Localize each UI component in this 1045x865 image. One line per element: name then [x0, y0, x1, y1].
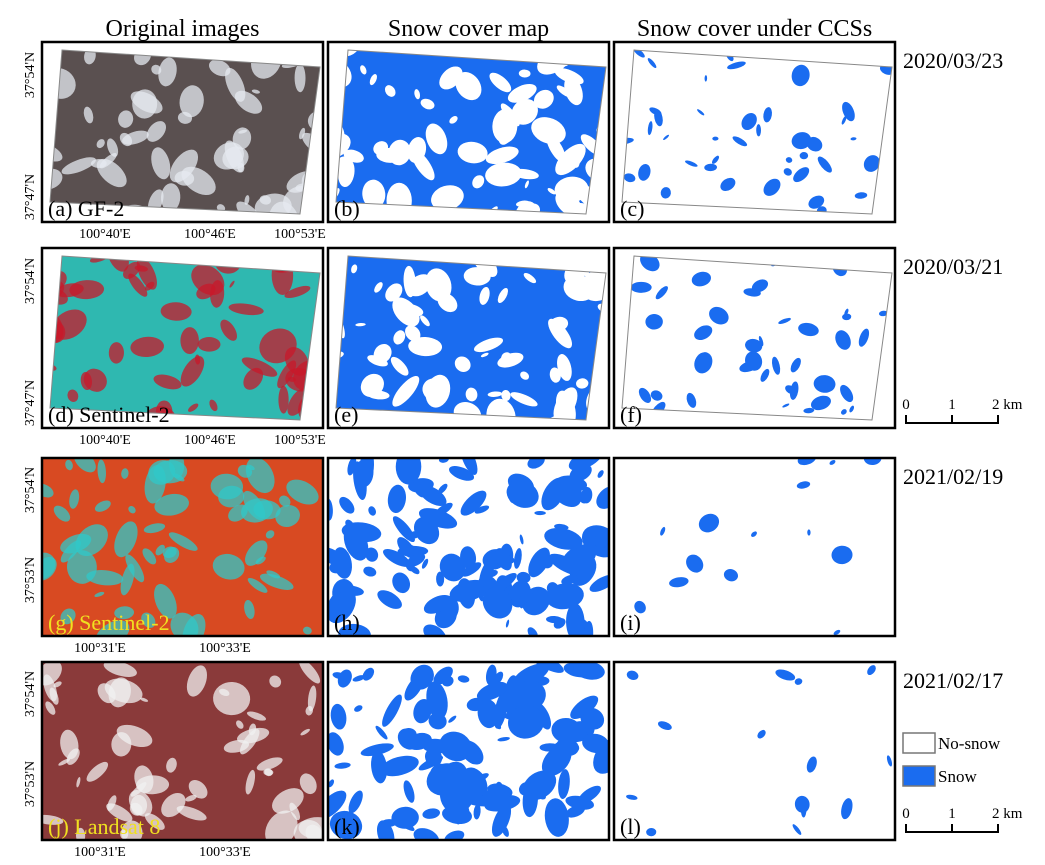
lon-label: 100°31'E: [74, 845, 126, 860]
texture: [838, 44, 851, 59]
texture: [568, 239, 607, 266]
texture: [538, 248, 550, 259]
scale-bar: [906, 824, 998, 832]
lon-label: 100°31'E: [74, 641, 126, 656]
legend-label: Snow: [938, 767, 977, 786]
scale-label: 0: [902, 397, 910, 413]
lon-label: 100°33'E: [199, 641, 251, 656]
scale-label: 2 km: [992, 806, 1023, 822]
scale-label: 0: [902, 806, 910, 822]
texture: [47, 63, 58, 70]
panel-base: [614, 662, 895, 840]
lon-label: 100°40'E: [79, 227, 131, 242]
scale-label: 1: [948, 397, 956, 413]
panel-label: (k): [334, 814, 360, 839]
panel-image: [317, 442, 625, 649]
lon-label: 100°33'E: [199, 845, 251, 860]
texture: [208, 248, 230, 260]
texture: [590, 209, 599, 218]
lat-label: 37°54'N: [23, 258, 38, 304]
scale-label: 1: [948, 806, 956, 822]
panel-base: [614, 458, 895, 636]
lat-label: 37°47'N: [23, 174, 38, 220]
texture: [631, 282, 652, 293]
figure: (a) GF-2(b)(c)2020/03/2337°54'N37°47'N10…: [0, 0, 1045, 865]
texture: [741, 416, 752, 424]
panel-image: [614, 662, 895, 840]
panel-label: (b): [334, 196, 360, 221]
panel-image: [611, 248, 897, 436]
panel-label: (e): [334, 402, 358, 427]
date: 2020/03/21: [903, 254, 1003, 279]
scale-label: 2 km: [992, 397, 1023, 413]
lon-label: 100°53'E: [274, 227, 326, 242]
panel-base: [614, 42, 895, 222]
panel-label: (j) Landsat 8: [48, 814, 160, 839]
texture: [35, 275, 61, 303]
panel-base: [614, 248, 895, 428]
texture: [800, 152, 809, 159]
texture: [530, 255, 558, 269]
panel-label: (a) GF-2: [48, 196, 124, 221]
legend-label: No-snow: [938, 734, 1001, 753]
panel-label: (c): [620, 196, 644, 221]
lon-label: 100°40'E: [79, 433, 131, 448]
panel-label: (g) Sentinel-2: [48, 610, 170, 635]
lat-label: 37°53'N: [23, 761, 38, 807]
date: 2020/03/23: [903, 48, 1003, 73]
lat-label: 37°54'N: [23, 467, 38, 513]
panel-label: (f): [620, 402, 642, 427]
texture: [540, 743, 560, 752]
lon-label: 100°53'E: [274, 433, 326, 448]
scale-bar: [906, 415, 998, 423]
texture: [874, 47, 882, 58]
date: 2021/02/19: [903, 464, 1003, 489]
texture: [386, 183, 412, 219]
column-header: Snow cover under CCSs: [637, 16, 872, 42]
column-header: Original images: [106, 16, 260, 42]
panel-label: (d) Sentinel-2: [48, 402, 170, 427]
panel-image: [614, 450, 895, 636]
texture: [47, 257, 53, 269]
lat-label: 37°54'N: [23, 52, 38, 98]
lon-label: 100°46'E: [184, 433, 236, 448]
lat-label: 37°54'N: [23, 671, 38, 717]
panel-label: (i): [620, 610, 641, 635]
panel-image: [313, 648, 631, 851]
legend-swatch: [903, 733, 935, 753]
column-header: Snow cover map: [388, 16, 549, 42]
panel-label: (h): [334, 610, 360, 635]
lat-label: 37°53'N: [23, 557, 38, 603]
lat-label: 37°47'N: [23, 380, 38, 426]
texture: [410, 531, 419, 538]
lon-label: 100°46'E: [184, 227, 236, 242]
panel-label: (l): [620, 814, 641, 839]
legend-swatch: [903, 766, 935, 786]
date: 2021/02/17: [903, 668, 1003, 693]
